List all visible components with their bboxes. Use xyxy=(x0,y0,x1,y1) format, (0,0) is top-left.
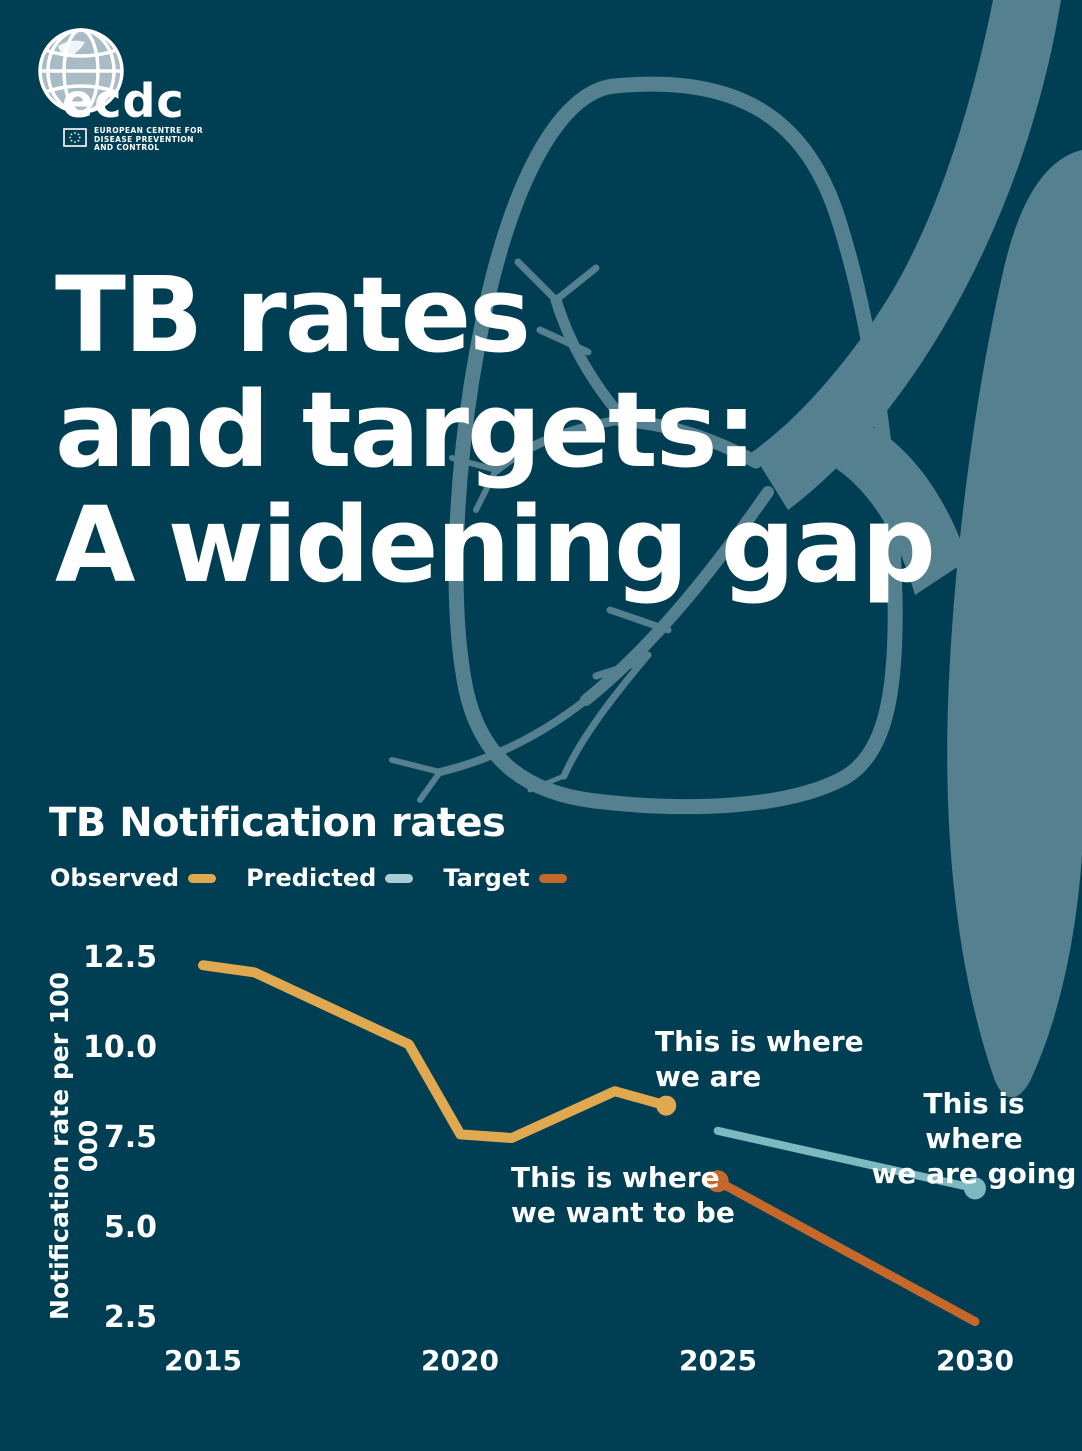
title-line-1: TB rates xyxy=(55,254,531,376)
target-line xyxy=(713,1176,980,1327)
left-lung-outline xyxy=(448,76,903,815)
right-lung-shape xyxy=(947,150,1082,1098)
annotation-where-we-want-to-be: This is where we want to be xyxy=(511,1161,735,1229)
legend-swatch-predicted xyxy=(385,873,414,883)
annotation-where-we-are: This is where we are xyxy=(655,1025,864,1093)
annotation-where-we-are-going: This is where we are going xyxy=(871,1087,1077,1190)
legend-item-target: Target xyxy=(443,864,567,892)
legend-label-target: Target xyxy=(443,864,530,892)
x-tick-2020: 2020 xyxy=(421,1344,499,1377)
title-line-3: A widening gap xyxy=(55,484,936,606)
poster-title: TB rates and targets: A widening gap xyxy=(55,254,936,606)
target-marker-dot xyxy=(706,1170,729,1193)
ecdc-caption: EUROPEAN CENTRE FOR DISEASE PREVENTION A… xyxy=(94,126,204,152)
predicted-line xyxy=(713,1126,979,1193)
chart-legend: Observed Predicted Target xyxy=(50,864,597,892)
legend-label-observed: Observed xyxy=(50,864,180,892)
observed-marker-dot xyxy=(656,1095,677,1116)
chart-title: TB Notification rates xyxy=(49,800,506,846)
x-tick-2015: 2015 xyxy=(164,1344,242,1377)
predicted-marker-dot xyxy=(964,1177,986,1200)
ecdc-logo: ecdc EUROPEAN CENTRE FOR DISEASE PREVENT… xyxy=(36,28,296,168)
trachea-shape xyxy=(752,0,1061,510)
globe-icon xyxy=(38,28,124,114)
y-tick-5-0: 5.0 xyxy=(103,1210,157,1245)
title-line-2: and targets: xyxy=(55,369,757,491)
ecdc-wordmark: ecdc xyxy=(62,74,185,128)
y-tick-2-5: 2.5 xyxy=(103,1300,157,1335)
legend-item-observed: Observed xyxy=(50,864,217,892)
bronchial-tree xyxy=(389,258,774,803)
legend-swatch-target xyxy=(538,873,567,883)
x-tick-2025: 2025 xyxy=(679,1344,757,1377)
right-bronchus-shape xyxy=(832,422,968,595)
y-tick-10-0: 10.0 xyxy=(82,1030,157,1065)
legend-item-predicted: Predicted xyxy=(246,864,414,892)
eu-flag-icon xyxy=(63,128,87,147)
observed-line xyxy=(198,960,672,1143)
y-tick-12-5: 12.5 xyxy=(82,940,157,975)
legend-swatch-observed xyxy=(188,873,217,883)
x-tick-2030: 2030 xyxy=(936,1344,1014,1377)
legend-label-predicted: Predicted xyxy=(246,864,377,892)
y-tick-7-5: 7.5 xyxy=(103,1120,157,1155)
